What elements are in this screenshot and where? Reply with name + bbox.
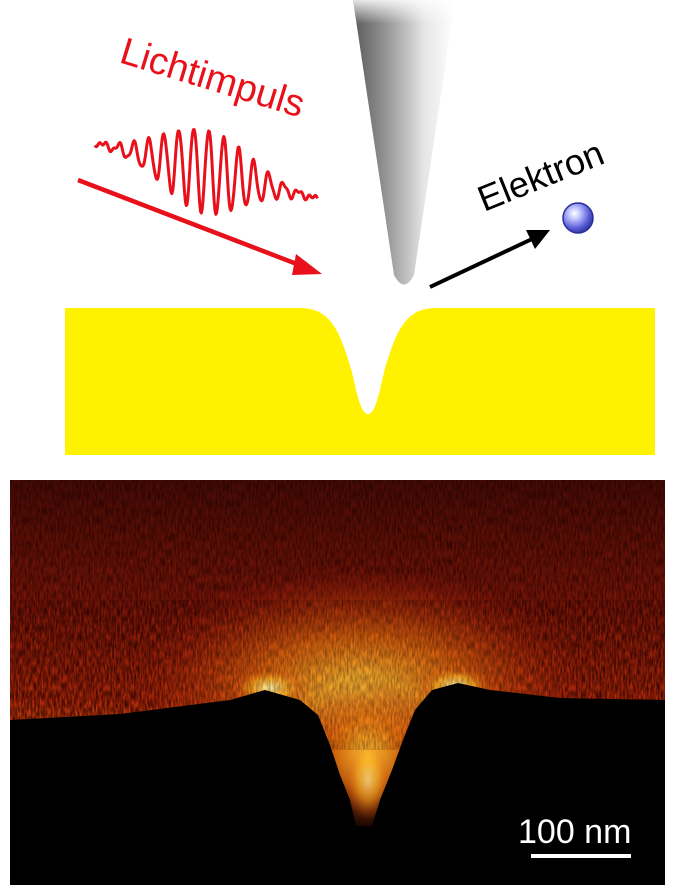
electron-emission-map xyxy=(10,480,665,885)
gold-surface-groove xyxy=(65,308,655,455)
tip-cone-icon xyxy=(353,0,455,285)
electron-arrow xyxy=(429,230,550,289)
scale-bar-label: 100 nm xyxy=(518,813,631,851)
light-pulse-label: Lichtimpuls xyxy=(115,30,309,126)
scale-bar: 100 nm xyxy=(518,813,631,858)
electron-label: Elektron xyxy=(472,132,610,219)
light-wave-icon xyxy=(93,128,319,216)
light-pulse-arrow xyxy=(77,177,322,275)
substrate-silhouette xyxy=(10,683,665,885)
electron-sphere-icon xyxy=(562,202,594,234)
